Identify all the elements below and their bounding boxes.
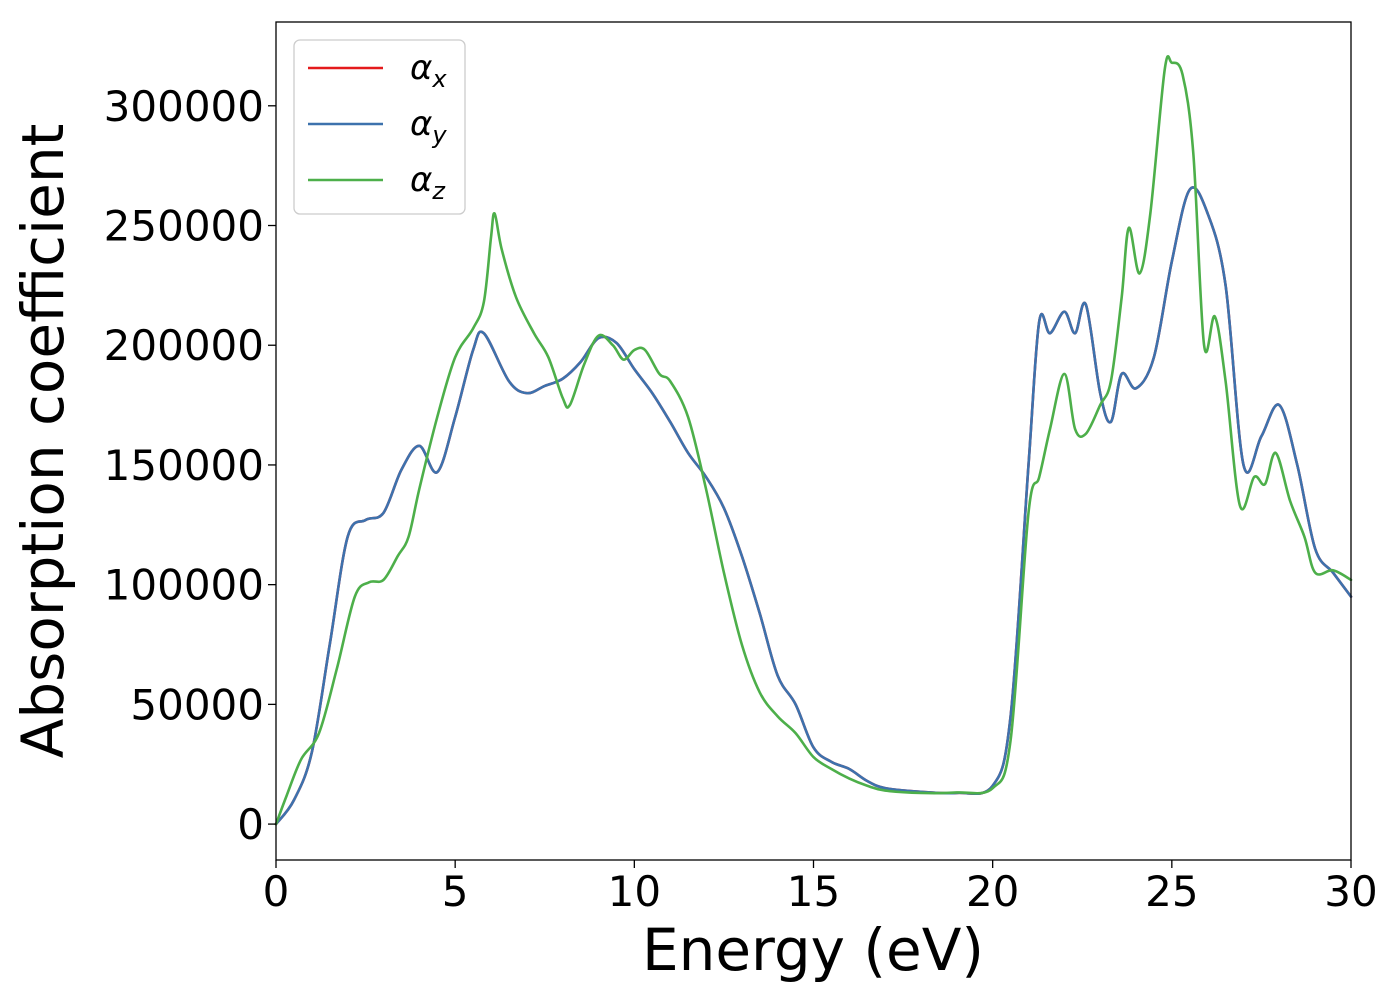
y-tick-label: 300000 — [104, 82, 264, 131]
series-line-z — [274, 55, 1353, 826]
series-line-y — [274, 186, 1353, 826]
y-axis-label: Absorption coefficient — [9, 124, 77, 759]
legend-items: αx αy αz — [308, 48, 447, 205]
series-lines — [274, 55, 1353, 826]
x-tick-label: 30 — [1324, 867, 1377, 916]
legend-label-y: αy — [410, 104, 447, 149]
x-tick-label: 0 — [263, 867, 290, 916]
y-tick-label: 50000 — [130, 680, 264, 729]
y-tick-label: 100000 — [104, 561, 264, 610]
x-tick-label: 10 — [608, 867, 661, 916]
y-tick-label: 200000 — [104, 321, 264, 370]
legend: αx αy αz — [293, 39, 466, 215]
y-tick-label: 0 — [237, 800, 264, 849]
legend-label-z: αz — [410, 160, 446, 205]
x-tick-label: 5 — [442, 867, 469, 916]
y-axis: 0 50000 100000 150000 200000 250000 300000 — [104, 82, 276, 849]
legend-box — [293, 39, 466, 215]
x-tick-label: 20 — [966, 867, 1019, 916]
y-tick-label: 150000 — [104, 441, 264, 490]
x-axis: 0 5 10 15 20 25 30 — [263, 860, 1378, 916]
x-tick-label: 15 — [787, 867, 840, 916]
x-tick-label: 25 — [1145, 867, 1198, 916]
series-line-x — [274, 186, 1353, 826]
y-tick-label: 250000 — [104, 202, 264, 251]
legend-label-x: αx — [410, 48, 447, 93]
x-axis-label: Energy (eV) — [642, 916, 984, 984]
